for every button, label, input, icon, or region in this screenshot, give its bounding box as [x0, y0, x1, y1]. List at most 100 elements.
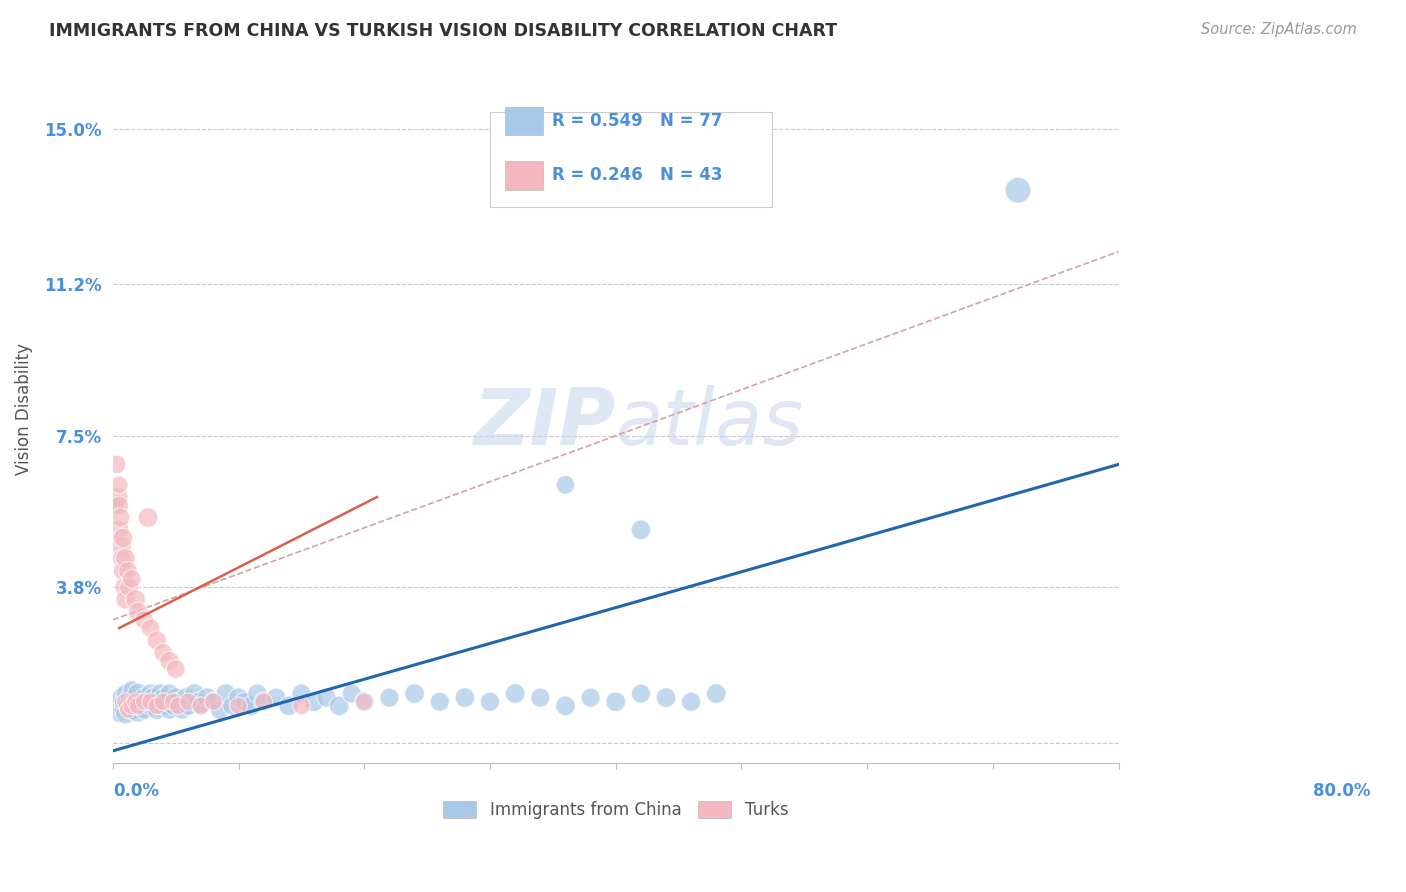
Point: [139, 687, 162, 701]
Point: [170, 703, 193, 717]
Point: [114, 551, 136, 566]
Point: [681, 695, 703, 709]
Point: [121, 572, 143, 586]
Point: [124, 592, 146, 607]
Point: [157, 687, 180, 701]
Point: [134, 613, 156, 627]
Text: 80.0%: 80.0%: [1313, 781, 1369, 799]
Point: [429, 695, 451, 709]
Point: [253, 695, 276, 709]
Point: [127, 703, 149, 717]
Point: [136, 510, 159, 524]
Point: [111, 703, 134, 717]
Point: [1007, 183, 1029, 197]
Point: [146, 698, 169, 713]
Point: [149, 687, 172, 701]
Point: [117, 703, 139, 717]
Point: [315, 690, 337, 705]
Point: [108, 523, 131, 537]
FancyBboxPatch shape: [505, 161, 543, 190]
Point: [290, 687, 312, 701]
Point: [134, 703, 156, 717]
Point: [121, 695, 143, 709]
Point: [121, 698, 143, 713]
Text: R = 0.549   N = 77: R = 0.549 N = 77: [553, 112, 723, 130]
Point: [139, 698, 162, 713]
Point: [167, 695, 190, 709]
Point: [177, 698, 200, 713]
Point: [240, 698, 263, 713]
Point: [554, 698, 576, 713]
Point: [215, 687, 238, 701]
Point: [353, 695, 375, 709]
Point: [208, 703, 231, 717]
Legend: Immigrants from China, Turks: Immigrants from China, Turks: [436, 794, 794, 826]
Y-axis label: Vision Disability: Vision Disability: [15, 343, 32, 475]
FancyBboxPatch shape: [505, 107, 543, 136]
Point: [134, 690, 156, 705]
Point: [233, 695, 256, 709]
Point: [111, 690, 134, 705]
Point: [108, 698, 131, 713]
Point: [146, 633, 169, 648]
Point: [221, 698, 243, 713]
Point: [162, 698, 184, 713]
Point: [146, 703, 169, 717]
Point: [110, 510, 132, 524]
Point: [142, 690, 165, 705]
Point: [105, 498, 128, 512]
Point: [111, 564, 134, 578]
Point: [107, 490, 129, 504]
Point: [195, 690, 218, 705]
Point: [378, 690, 401, 705]
Point: [479, 695, 502, 709]
Point: [290, 698, 312, 713]
Point: [340, 687, 363, 701]
Point: [228, 698, 250, 713]
Point: [114, 706, 136, 721]
Point: [167, 698, 190, 713]
Point: [127, 695, 149, 709]
Point: [630, 687, 652, 701]
Point: [124, 698, 146, 713]
Text: 0.0%: 0.0%: [112, 781, 159, 799]
FancyBboxPatch shape: [491, 112, 772, 207]
Point: [157, 654, 180, 668]
Point: [139, 695, 162, 709]
Point: [129, 698, 152, 713]
Point: [146, 695, 169, 709]
Point: [165, 690, 187, 705]
Point: [503, 687, 526, 701]
Point: [127, 605, 149, 619]
Point: [183, 687, 205, 701]
Text: R = 0.246   N = 43: R = 0.246 N = 43: [553, 167, 723, 185]
Point: [704, 687, 727, 701]
Point: [353, 695, 375, 709]
Point: [190, 698, 212, 713]
Point: [114, 687, 136, 701]
Point: [579, 690, 602, 705]
Point: [302, 695, 325, 709]
Point: [108, 498, 131, 512]
Point: [139, 621, 162, 635]
Point: [124, 690, 146, 705]
Point: [111, 551, 134, 566]
Point: [328, 698, 350, 713]
Point: [174, 690, 197, 705]
Text: ZIP: ZIP: [474, 385, 616, 461]
Point: [152, 695, 174, 709]
Point: [117, 564, 139, 578]
Point: [266, 690, 288, 705]
Point: [114, 695, 136, 709]
Point: [155, 695, 177, 709]
Point: [127, 687, 149, 701]
Point: [112, 580, 135, 594]
Point: [253, 695, 276, 709]
Point: [114, 695, 136, 709]
Point: [121, 703, 143, 717]
Point: [246, 687, 269, 701]
Point: [177, 695, 200, 709]
Point: [404, 687, 426, 701]
Point: [111, 531, 134, 545]
Point: [127, 698, 149, 713]
